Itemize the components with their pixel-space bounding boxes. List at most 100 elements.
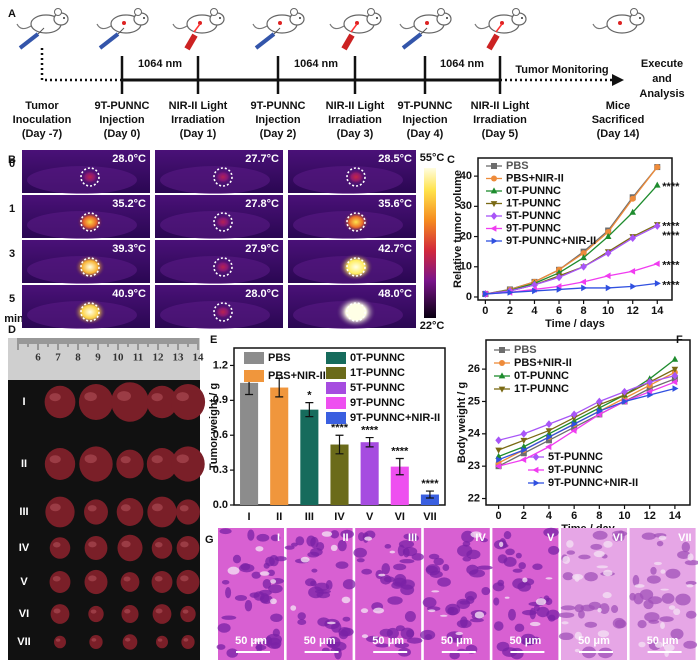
mouse-eye	[639, 17, 641, 19]
cell-nucleus	[684, 560, 698, 566]
tissue-space	[270, 598, 277, 605]
tumor	[152, 604, 172, 624]
significance-label: ****	[662, 181, 680, 193]
error-bar	[305, 402, 314, 418]
cell-nucleus	[496, 641, 510, 652]
cell-nucleus	[400, 584, 415, 596]
cell-nucleus	[232, 554, 242, 564]
hotspot	[80, 169, 100, 185]
cell-nucleus	[514, 623, 525, 632]
cell-nucleus	[263, 562, 270, 569]
cell-nucleus	[327, 641, 336, 647]
tumor-highlight	[176, 392, 189, 402]
cell-nucleus	[234, 595, 248, 601]
group-label: III	[408, 532, 417, 544]
y-tick-label: 0.6	[213, 429, 228, 441]
significance-label: ****	[662, 220, 680, 232]
timeline-arrow	[612, 74, 624, 86]
cell-nucleus	[268, 584, 283, 594]
cell-nucleus	[566, 550, 576, 555]
cell-nucleus	[505, 548, 515, 556]
roi-circle	[346, 257, 366, 277]
y-tick-label: 10	[460, 261, 472, 273]
tissue-space	[545, 577, 553, 580]
cell-nucleus	[406, 637, 423, 644]
cell-nucleus	[481, 586, 491, 596]
error-bar	[425, 490, 434, 499]
group-label: IV	[19, 542, 30, 554]
series-line	[485, 282, 658, 295]
legend-label: 9T-PUNNC	[506, 222, 561, 234]
x-tick-label: I	[248, 511, 251, 523]
tissue-space	[686, 584, 694, 588]
hotspot	[213, 259, 233, 275]
tumor	[156, 635, 168, 649]
ruler-number: 9	[95, 352, 101, 364]
cell-nucleus	[251, 571, 261, 579]
event-label: Irradiation	[171, 114, 225, 126]
tumor-dot	[425, 21, 429, 25]
x-tick-label: 14	[669, 510, 682, 522]
tumor-highlight	[154, 575, 163, 582]
tumor-highlight	[52, 575, 61, 582]
x-tick-label: 0	[496, 510, 502, 522]
marker	[671, 366, 679, 373]
marker	[622, 398, 629, 405]
cell-nucleus	[342, 579, 356, 590]
roi-circle	[80, 167, 100, 187]
tissue-space	[227, 566, 240, 575]
cell-nucleus	[469, 618, 484, 623]
y-tick-label: 22	[468, 492, 480, 504]
x-tick-label: 12	[644, 510, 656, 522]
tumor-highlight	[91, 638, 97, 642]
tumor-highlight	[124, 637, 131, 642]
cell-nucleus	[244, 600, 253, 612]
tumor-highlight	[49, 503, 61, 512]
needle	[37, 27, 45, 35]
marker	[496, 456, 503, 464]
marker	[595, 411, 602, 418]
legend-swatch	[244, 352, 264, 364]
cell-nucleus	[256, 533, 270, 542]
event-label: Mice	[606, 100, 630, 112]
tissue-space	[593, 550, 605, 558]
time-label: 1	[9, 203, 15, 215]
legend-marker	[498, 372, 506, 379]
mouse-eye	[219, 17, 221, 19]
tissue-space	[378, 573, 386, 577]
cell-nucleus	[240, 563, 251, 571]
tumor	[176, 499, 200, 525]
significance-label: ****	[662, 230, 680, 242]
laser	[341, 33, 355, 51]
tumor-highlight	[151, 393, 163, 402]
marker	[604, 272, 611, 280]
cell-nucleus	[643, 599, 654, 610]
tissue-space	[638, 641, 646, 648]
cell-nucleus	[681, 541, 691, 553]
beam	[193, 23, 201, 33]
cell-nucleus	[661, 593, 675, 604]
group-label: IV	[475, 532, 486, 544]
temperature-label: 28.0°C	[112, 153, 146, 165]
cell-nucleus	[617, 530, 625, 542]
ruler-number: 10	[113, 352, 125, 364]
cell-nucleus	[637, 619, 647, 629]
y-axis-label: Body weight / g	[456, 382, 468, 463]
cell-nucleus	[361, 568, 373, 575]
tumor	[45, 496, 75, 528]
event-label: Sacrificed	[592, 114, 645, 126]
x-tick-label: 10	[602, 305, 614, 317]
mouse-icon	[16, 8, 69, 50]
cell-nucleus	[562, 572, 574, 581]
plot-frame	[485, 339, 691, 506]
marker	[596, 407, 603, 415]
tissue-space	[474, 611, 485, 619]
marker	[520, 450, 527, 457]
cell-nucleus	[515, 552, 522, 559]
scale-label: 50 μm	[235, 635, 267, 647]
ruler-number: 6	[35, 352, 41, 364]
laser-label: 1064 nm	[440, 58, 484, 70]
marker	[653, 222, 661, 230]
tumor	[78, 384, 114, 420]
marker	[580, 250, 587, 257]
